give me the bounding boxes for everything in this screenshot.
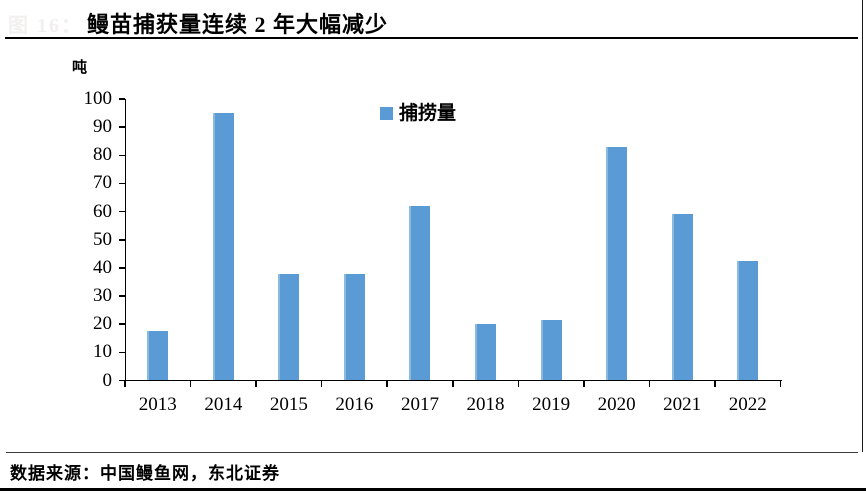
y-axis-tick-label: 60	[93, 200, 112, 222]
y-axis-tick-mark	[118, 351, 125, 354]
y-axis-tick-label: 30	[93, 285, 112, 307]
y-axis-line	[124, 99, 127, 381]
bar-2016	[343, 273, 365, 381]
x-axis-tick-mark	[714, 381, 716, 388]
y-axis-tick-label: 40	[93, 256, 112, 278]
x-axis-tick-mark	[386, 381, 388, 388]
chart-legend: 捕捞量	[380, 103, 457, 124]
y-axis-tick-mark	[118, 295, 125, 297]
y-axis-tick-label: 20	[93, 313, 112, 335]
legend-series-label: 捕捞量	[399, 103, 457, 124]
x-axis-category-label: 2021	[663, 394, 702, 415]
x-axis-tick-mark	[189, 381, 192, 388]
x-axis-tick-mark	[255, 381, 257, 388]
x-axis-tick-mark	[583, 381, 585, 388]
x-axis-tick-mark	[124, 381, 126, 388]
x-axis-tick-mark	[648, 381, 651, 388]
y-axis-tick-label: 50	[93, 228, 112, 250]
footer-bottom-rule	[0, 488, 866, 492]
bar-2019	[540, 319, 562, 381]
y-axis-tick-label: 90	[93, 116, 112, 138]
x-axis-tick-mark	[779, 381, 782, 388]
bar-2017	[409, 205, 431, 381]
x-axis-category-label: 2015	[269, 394, 308, 415]
y-axis-tick-mark	[118, 126, 125, 128]
y-axis-tick-label: 70	[93, 172, 112, 194]
y-axis-tick-mark	[118, 379, 125, 382]
y-axis-tick-label: 10	[93, 341, 112, 363]
x-axis-tick-mark	[517, 381, 520, 388]
x-axis-tick-mark	[320, 381, 323, 388]
footer-top-rule	[6, 452, 858, 454]
bar-2021	[671, 214, 693, 381]
x-axis-category-label: 2019	[532, 394, 571, 415]
y-axis-tick-mark	[118, 210, 125, 213]
y-axis-tick-label: 100	[83, 88, 113, 109]
y-axis-tick-mark	[118, 267, 125, 269]
figure-number-label: 图 16：	[8, 15, 83, 37]
bar-2014	[212, 113, 234, 381]
y-axis-tick-label: 80	[93, 144, 112, 166]
y-axis-tick-mark	[118, 239, 125, 241]
x-axis-category-label: 2022	[728, 394, 767, 415]
y-axis-tick-mark	[118, 182, 125, 185]
y-axis-tick-mark	[118, 154, 125, 157]
x-axis-category-label: 2016	[335, 394, 374, 415]
x-axis-line	[124, 379, 782, 382]
bar-2015	[278, 273, 300, 381]
y-axis-unit-label: 吨	[72, 60, 88, 76]
bar-2022	[737, 260, 759, 381]
x-axis-category-label: 2014	[204, 394, 243, 415]
chart-title: 鳗苗捕获量连续 2 年大幅减少	[87, 12, 389, 37]
y-axis-tick-mark	[118, 323, 125, 325]
legend-color-swatch-icon	[380, 107, 393, 120]
x-axis-category-label: 2018	[466, 394, 505, 415]
bar-2013	[147, 331, 169, 381]
data-source-text: 数据来源：中国鳗鱼网，东北证券	[10, 464, 280, 483]
x-axis-category-label: 2020	[597, 394, 636, 415]
y-axis-tick-label: 0	[102, 369, 113, 391]
bar-2020	[606, 146, 628, 381]
bar-2018	[475, 324, 497, 381]
y-axis-tick-mark	[118, 98, 125, 100]
x-axis-category-label: 2017	[400, 394, 439, 415]
x-axis-tick-mark	[452, 381, 454, 388]
title-underline-rule	[5, 37, 858, 39]
x-axis-category-label: 2013	[138, 394, 177, 415]
table-cell-right-border	[862, 0, 864, 452]
